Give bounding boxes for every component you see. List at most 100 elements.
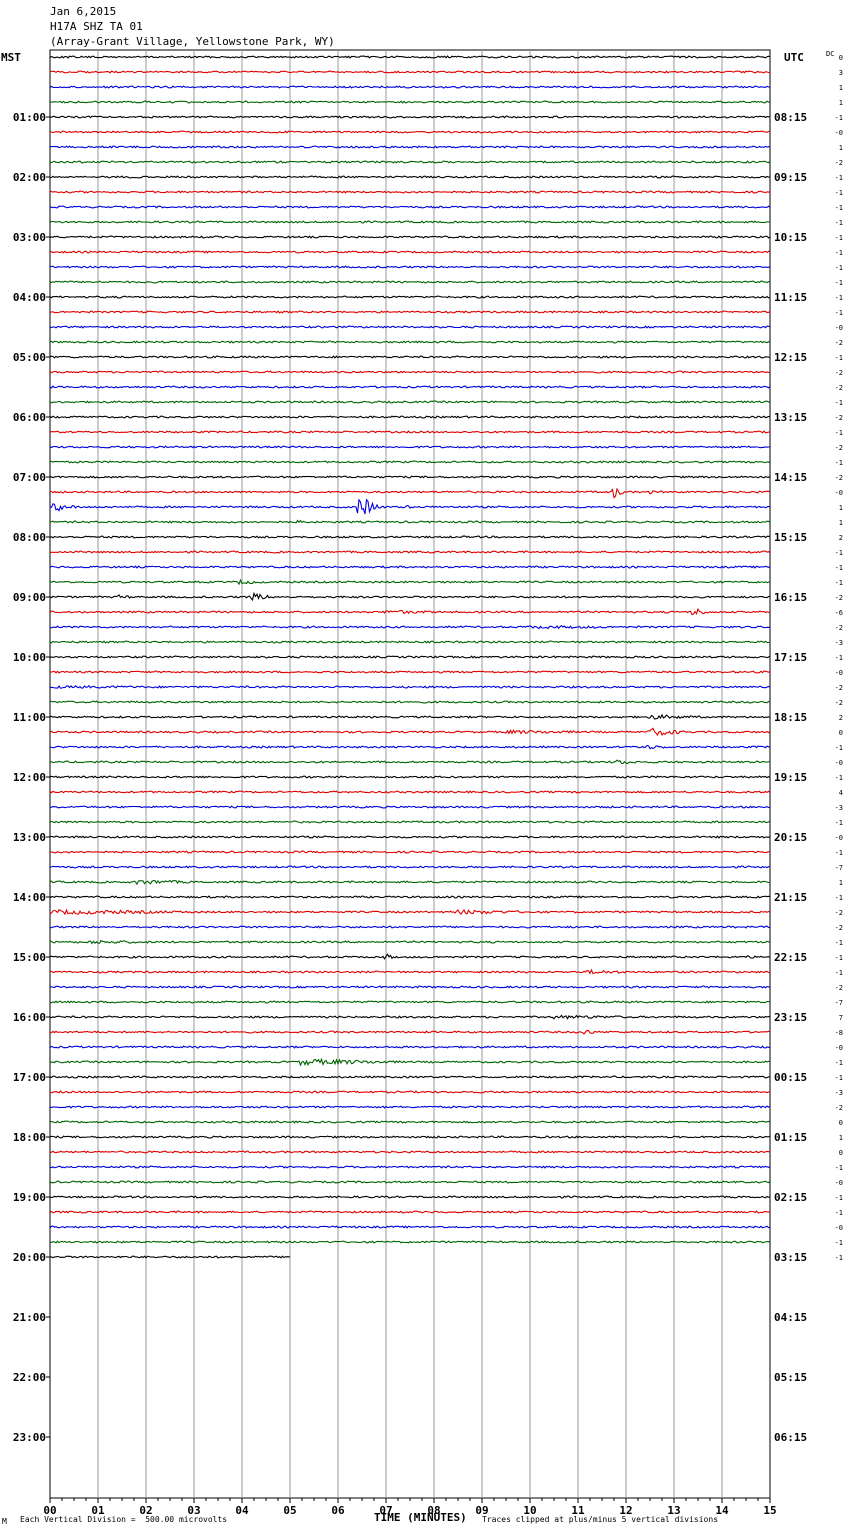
dc-offset-label: -1 [835, 849, 843, 857]
left-hour-label: 08:00 [13, 531, 46, 544]
right-hour-label: 12:15 [774, 351, 807, 364]
dc-label: DC [826, 50, 834, 58]
x-tick-label: 01 [91, 1504, 105, 1517]
dc-offset-label: -1 [835, 1074, 843, 1082]
seismic-trace [49, 160, 771, 164]
seismic-trace [49, 1045, 771, 1049]
x-tick-label: 13 [667, 1504, 680, 1517]
seismic-trace [49, 535, 771, 539]
seismic-trace [49, 879, 771, 886]
seismic-trace [49, 235, 771, 239]
x-tick-label: 12 [619, 1504, 632, 1517]
x-tick-label: 05 [283, 1504, 296, 1517]
seismic-trace [50, 100, 771, 104]
dc-offset-label: -1 [835, 579, 843, 587]
seismic-trace [49, 445, 771, 449]
dc-offset-label: -0 [835, 1224, 843, 1232]
right-hour-label: 13:15 [774, 411, 807, 424]
right-hour-label: 21:15 [774, 891, 807, 904]
right-hour-label: 10:15 [774, 231, 807, 244]
left-hour-label: 23:00 [13, 1431, 46, 1444]
dc-offset-label: 0 [839, 54, 843, 62]
dc-offset-label: -1 [835, 429, 843, 437]
seismic-trace [49, 498, 771, 515]
seismic-trace [49, 1195, 771, 1199]
dc-offset-label: -1 [835, 234, 843, 242]
dc-offset-label: 1 [839, 519, 843, 527]
dc-offset-label: -3 [835, 804, 843, 812]
dc-offset-label: -3 [835, 639, 843, 647]
seismic-trace [49, 487, 771, 499]
dc-offset-label: -0 [835, 489, 843, 497]
seismic-trace [50, 115, 770, 119]
seismic-trace [49, 835, 771, 839]
seismic-trace [49, 175, 770, 179]
dc-offset-label: -1 [835, 1059, 843, 1067]
right-hour-label: 04:15 [774, 1311, 807, 1324]
left-hour-label: 18:00 [13, 1131, 46, 1144]
right-hour-label: 05:15 [774, 1371, 807, 1384]
dc-offset-label: -1 [835, 204, 843, 212]
seismic-trace [49, 805, 770, 809]
seismic-trace [49, 968, 771, 975]
dc-offset-label: -1 [835, 819, 843, 827]
right-hour-label: 11:15 [774, 291, 807, 304]
right-hour-label: 14:15 [774, 471, 807, 484]
dc-offset-label: -2 [835, 984, 843, 992]
seismic-trace [49, 565, 771, 569]
chart-station: H17A SHZ TA 01 [50, 20, 143, 33]
x-axis-title: TIME (MINUTES) [374, 1511, 467, 1524]
seismic-trace [49, 1120, 771, 1124]
seismic-trace [49, 607, 771, 616]
seismic-trace [49, 460, 771, 464]
seismic-trace [49, 985, 770, 989]
right-hour-label: 02:15 [774, 1191, 807, 1204]
left-tz-label: MST [1, 51, 21, 64]
x-tick-label: 04 [235, 1504, 249, 1517]
left-hour-label: 01:00 [13, 111, 46, 124]
seismic-trace [49, 670, 771, 674]
seismic-trace [49, 280, 771, 284]
dc-offset-label: 1 [839, 84, 843, 92]
dc-offset-label: -1 [835, 264, 843, 272]
seismic-trace [49, 591, 771, 602]
dc-offset-label: 0 [839, 1149, 843, 1157]
dc-offset-label: 3 [839, 69, 843, 77]
seismic-trace [49, 1105, 771, 1109]
dc-offset-label: -1 [835, 549, 843, 557]
dc-offset-label: -2 [835, 444, 843, 452]
dc-offset-label: -1 [835, 1194, 843, 1202]
right-hour-label: 06:15 [774, 1431, 807, 1444]
seismic-trace [49, 1075, 771, 1079]
seismic-trace [49, 865, 771, 869]
dc-offset-label: -2 [835, 624, 843, 632]
seismic-trace [49, 70, 771, 74]
seismic-trace [49, 385, 771, 389]
seismic-trace [49, 820, 771, 824]
seismic-trace [49, 55, 771, 59]
x-tick-label: 02 [139, 1504, 152, 1517]
seismic-trace [49, 759, 771, 765]
left-hour-label: 21:00 [13, 1311, 46, 1324]
dc-offset-label: -1 [835, 1239, 843, 1247]
left-hour-label: 02:00 [13, 171, 46, 184]
dc-offset-label: -3 [835, 1089, 843, 1097]
seismic-trace [49, 265, 771, 269]
dc-offset-label: 1 [839, 144, 843, 152]
x-tick-label: 07 [379, 1504, 392, 1517]
dc-offset-label: -1 [835, 774, 843, 782]
dc-offset-label: 1 [839, 879, 843, 887]
x-tick-label: 11 [571, 1504, 585, 1517]
right-hour-label: 03:15 [774, 1251, 807, 1264]
seismic-trace [49, 1014, 771, 1020]
scale-note: Each Vertical Division = 500.00 microvol… [20, 1515, 228, 1524]
right-hour-label: 20:15 [774, 831, 807, 844]
dc-offset-label: -2 [835, 909, 843, 917]
dc-offset-label: -8 [835, 1029, 843, 1037]
right-tz-label: UTC [784, 51, 804, 64]
dc-offset-label: -2 [835, 414, 843, 422]
seismic-trace [50, 1029, 771, 1035]
dc-offset-label: -2 [835, 159, 843, 167]
seismic-trace [49, 1090, 771, 1094]
right-hour-label: 08:15 [774, 111, 807, 124]
